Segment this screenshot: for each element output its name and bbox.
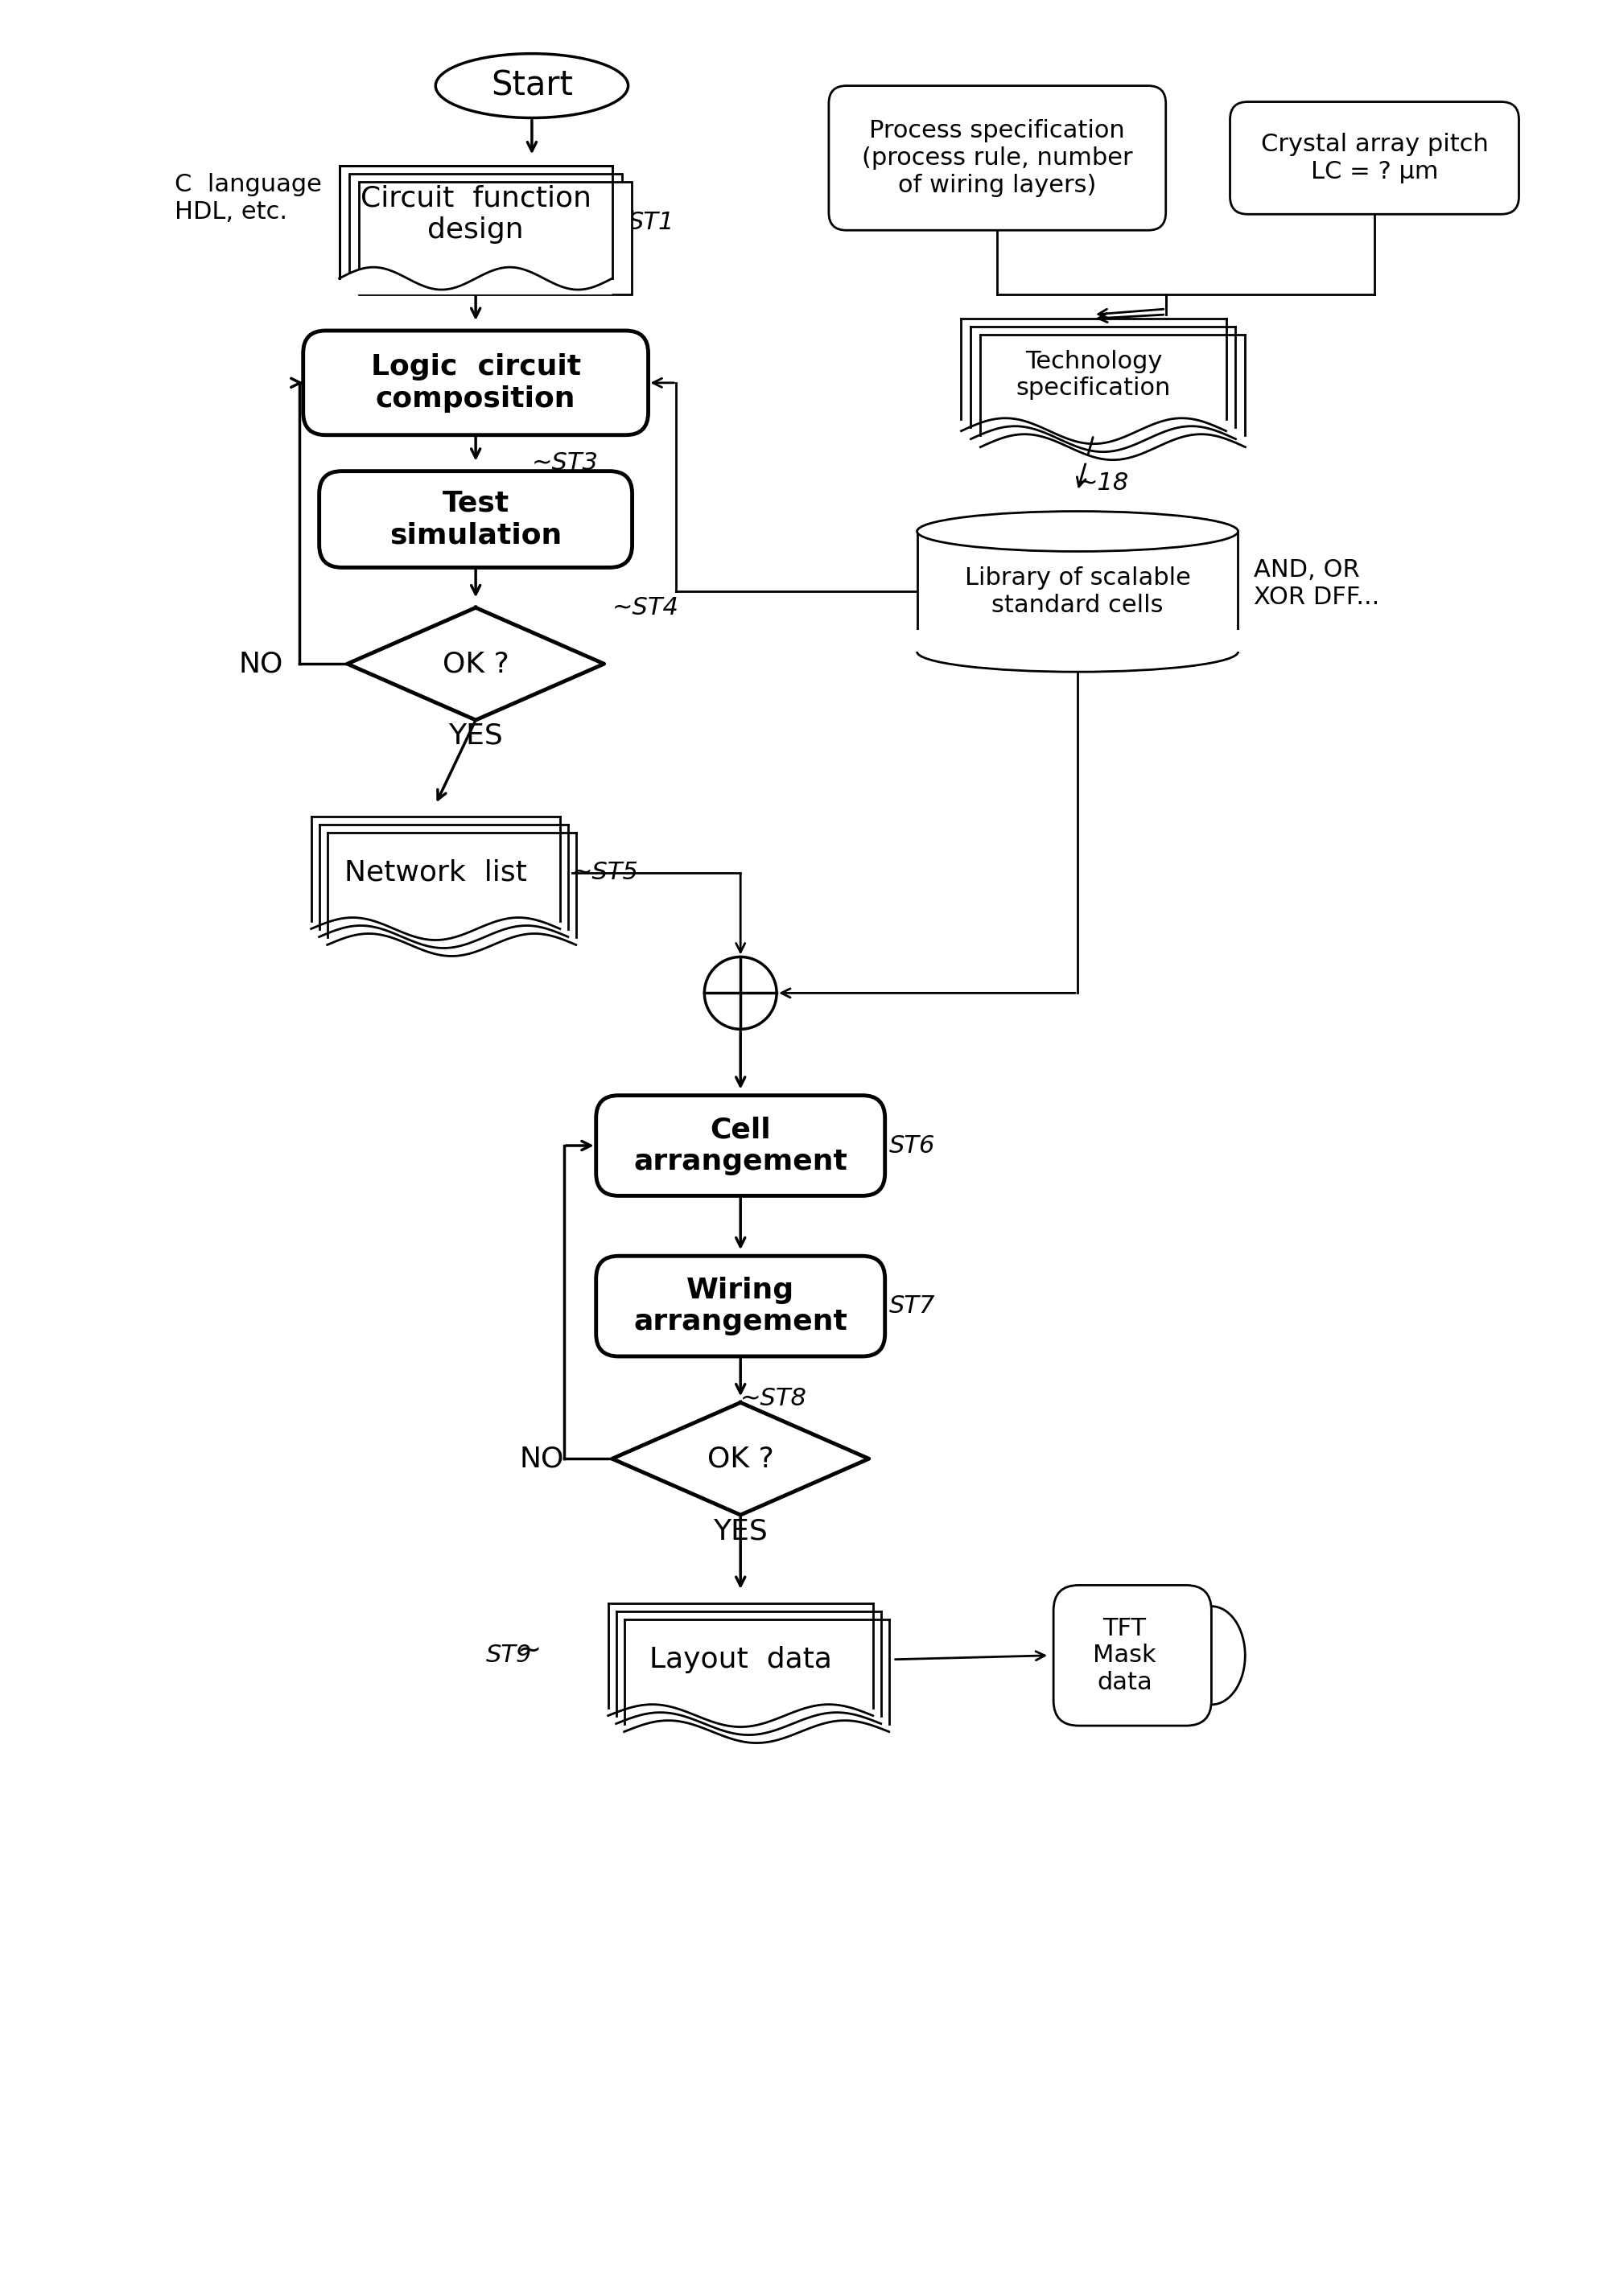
- Text: ST6: ST6: [890, 1134, 935, 1157]
- Polygon shape: [340, 266, 612, 294]
- Ellipse shape: [436, 53, 628, 117]
- Text: ∼ST5: ∼ST5: [572, 861, 638, 884]
- Text: ∼ST3: ∼ST3: [532, 452, 598, 475]
- Polygon shape: [311, 918, 559, 946]
- Polygon shape: [608, 1704, 874, 1731]
- Text: Layout  data: Layout data: [649, 1646, 832, 1674]
- Polygon shape: [624, 1720, 890, 1747]
- Text: Cell
arrangement: Cell arrangement: [633, 1116, 848, 1176]
- Text: Crystal array pitch
LC = ? μm: Crystal array pitch LC = ? μm: [1260, 133, 1488, 184]
- Text: NO: NO: [239, 650, 284, 677]
- Text: C  language
HDL, etc.: C language HDL, etc.: [175, 172, 322, 223]
- FancyBboxPatch shape: [917, 530, 1238, 652]
- Text: ST1: ST1: [628, 211, 675, 234]
- Circle shape: [704, 957, 776, 1029]
- Text: Test
simulation: Test simulation: [390, 489, 563, 549]
- Ellipse shape: [917, 631, 1238, 673]
- Text: Wiring
arrangement: Wiring arrangement: [633, 1277, 848, 1336]
- Ellipse shape: [917, 512, 1238, 551]
- Text: Logic  circuit
composition: Logic circuit composition: [370, 354, 580, 413]
- FancyBboxPatch shape: [340, 165, 612, 278]
- FancyBboxPatch shape: [359, 181, 632, 294]
- Text: Start: Start: [491, 69, 572, 103]
- FancyBboxPatch shape: [596, 1095, 885, 1196]
- Text: ST9: ST9: [486, 1644, 532, 1667]
- Text: Circuit  function
design: Circuit function design: [361, 184, 592, 243]
- FancyBboxPatch shape: [915, 629, 1239, 652]
- Text: NO: NO: [519, 1444, 564, 1472]
- FancyBboxPatch shape: [1053, 1584, 1212, 1727]
- Text: ∼ST2: ∼ST2: [532, 266, 598, 289]
- Polygon shape: [962, 418, 1226, 448]
- Polygon shape: [616, 1713, 882, 1740]
- Text: ∼18: ∼18: [1077, 471, 1129, 496]
- Text: OK ?: OK ?: [707, 1444, 774, 1472]
- FancyBboxPatch shape: [829, 85, 1165, 230]
- Polygon shape: [981, 434, 1246, 464]
- Polygon shape: [319, 925, 567, 953]
- FancyBboxPatch shape: [1230, 101, 1520, 214]
- Polygon shape: [348, 608, 604, 721]
- FancyBboxPatch shape: [319, 471, 632, 567]
- FancyBboxPatch shape: [596, 1256, 885, 1357]
- Text: TFT
Mask
data: TFT Mask data: [1093, 1616, 1156, 1694]
- FancyBboxPatch shape: [349, 174, 622, 287]
- Text: ∼ST8: ∼ST8: [741, 1387, 808, 1410]
- Text: Process specification
(process rule, number
of wiring layers): Process specification (process rule, num…: [862, 119, 1133, 197]
- Text: Library of scalable
standard cells: Library of scalable standard cells: [965, 567, 1191, 618]
- Text: ∼: ∼: [612, 200, 636, 227]
- Text: Technology
specification: Technology specification: [1016, 349, 1172, 400]
- Text: OK ?: OK ?: [442, 650, 510, 677]
- Polygon shape: [971, 427, 1236, 455]
- Text: YES: YES: [713, 1518, 768, 1545]
- Polygon shape: [327, 934, 575, 962]
- Text: Network  list: Network list: [345, 859, 527, 886]
- Polygon shape: [612, 1403, 869, 1515]
- FancyBboxPatch shape: [303, 331, 648, 434]
- Text: ST7: ST7: [890, 1295, 935, 1318]
- Text: ∼: ∼: [518, 1637, 542, 1665]
- Text: ∼ST4: ∼ST4: [612, 597, 678, 620]
- Text: YES: YES: [449, 723, 503, 751]
- Text: AND, OR
XOR DFF...: AND, OR XOR DFF...: [1254, 558, 1380, 608]
